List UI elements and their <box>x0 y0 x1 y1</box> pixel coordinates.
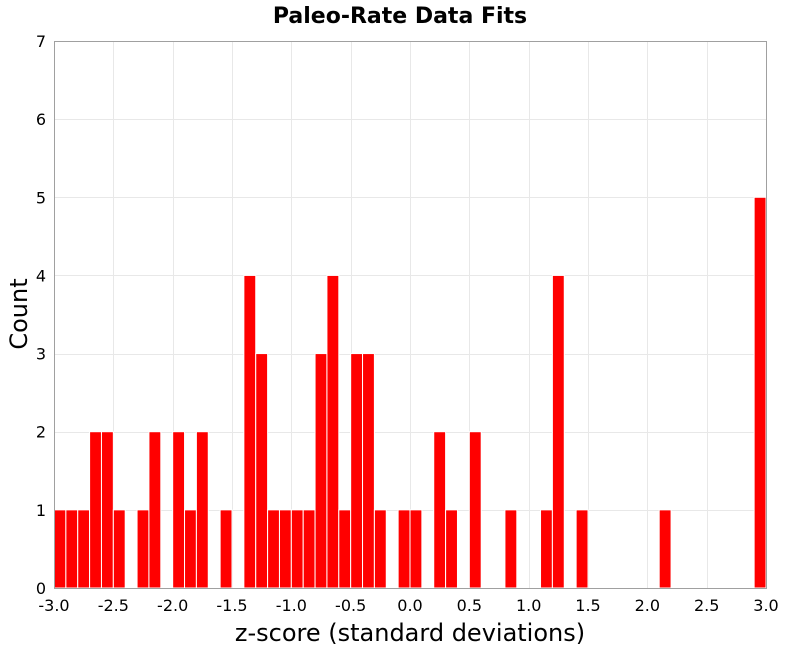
histogram-bar <box>172 431 186 589</box>
x-tick-labels: -3.0 -2.5 -2.0 -1.5 -1.0 -0.5 0.0 0.5 1.0 1.5 2.0 2… <box>38 596 778 615</box>
histogram-bar <box>409 509 423 589</box>
x-tick-label: -2.0 <box>157 596 188 615</box>
histogram-bar <box>575 509 589 589</box>
histogram-bar <box>445 509 458 589</box>
x-tick-label: 2.0 <box>635 596 660 615</box>
histogram-bar <box>302 509 316 589</box>
histogram-bar <box>219 509 233 589</box>
histogram-bar <box>53 509 67 589</box>
histogram-bar <box>397 509 411 589</box>
histogram-bar <box>504 509 518 589</box>
x-tick-label: -3.0 <box>38 596 69 615</box>
chart-title: Paleo-Rate Data Fits <box>273 4 527 29</box>
y-tick-labels: 0 1 2 3 4 5 6 7 <box>36 32 46 598</box>
y-axis-label: Count <box>5 278 33 349</box>
histogram-bar <box>89 431 102 589</box>
histogram-bar <box>195 431 209 589</box>
histogram-bar <box>468 431 482 589</box>
histogram-bar <box>290 509 304 589</box>
x-tick-label: -0.5 <box>335 596 366 615</box>
histogram-bar <box>540 509 553 589</box>
histogram-bar <box>551 274 565 589</box>
y-tick-label: 0 <box>36 579 46 598</box>
x-axis-label: z-score (standard deviations) <box>235 619 585 647</box>
histogram-bar <box>136 509 150 589</box>
histogram-bar <box>148 431 162 589</box>
histogram-bar <box>100 431 114 589</box>
x-tick-label: 3.0 <box>753 596 778 615</box>
x-tick-label: -2.5 <box>98 596 129 615</box>
y-tick-label: 7 <box>36 32 46 51</box>
histogram-bar <box>77 509 91 589</box>
x-tick-label: -1.0 <box>276 596 307 615</box>
x-tick-label: 2.5 <box>694 596 719 615</box>
y-tick-label: 2 <box>36 423 46 442</box>
x-tick-label: 0.0 <box>397 596 422 615</box>
histogram-bar <box>338 509 352 589</box>
histogram-bar <box>326 274 340 589</box>
plot-frame <box>54 41 767 589</box>
histogram-bar <box>112 509 126 589</box>
histogram-bar <box>184 509 197 589</box>
y-tick-label: 4 <box>36 266 46 285</box>
histogram-bar <box>433 431 447 589</box>
x-tick-label: 1.5 <box>575 596 600 615</box>
x-tick-label: 1.0 <box>516 596 541 615</box>
histogram-bar <box>362 353 375 589</box>
bars <box>53 196 767 589</box>
histogram-bar <box>267 509 280 589</box>
histogram-bar <box>373 509 387 589</box>
histogram-bar <box>255 353 269 589</box>
histogram-bar <box>314 353 328 589</box>
x-tick-label: -1.5 <box>216 596 247 615</box>
histogram-bar <box>243 274 257 589</box>
histogram-bar <box>278 509 292 589</box>
histogram-bar <box>658 509 672 589</box>
histogram-bar <box>65 509 79 589</box>
y-tick-label: 3 <box>36 345 46 364</box>
y-tick-label: 6 <box>36 110 46 129</box>
histogram-bar <box>753 196 767 589</box>
x-tick-label: 0.5 <box>457 596 482 615</box>
y-tick-label: 5 <box>36 188 46 207</box>
y-tick-label: 1 <box>36 501 46 520</box>
histogram-bar <box>350 353 364 589</box>
